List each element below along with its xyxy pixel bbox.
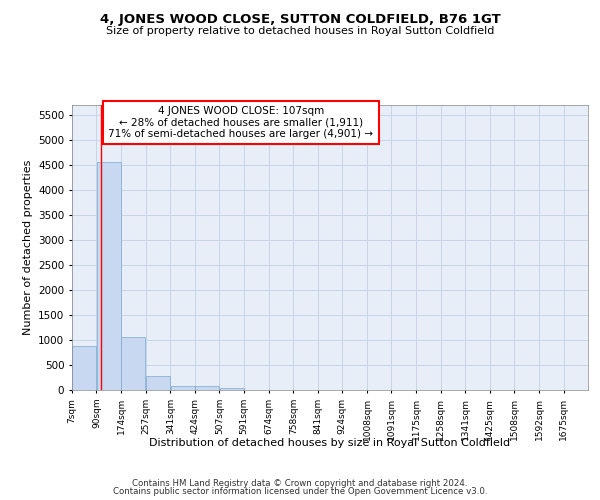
- Text: Size of property relative to detached houses in Royal Sutton Coldfield: Size of property relative to detached ho…: [106, 26, 494, 36]
- Bar: [195, 386, 219, 390]
- Bar: [72, 346, 96, 390]
- Bar: [97, 162, 121, 390]
- Bar: [121, 337, 145, 390]
- Text: Contains public sector information licensed under the Open Government Licence v3: Contains public sector information licen…: [113, 487, 487, 496]
- Text: Distribution of detached houses by size in Royal Sutton Coldfield: Distribution of detached houses by size …: [149, 438, 511, 448]
- Bar: [170, 386, 194, 390]
- Text: Contains HM Land Registry data © Crown copyright and database right 2024.: Contains HM Land Registry data © Crown c…: [132, 478, 468, 488]
- Text: 4 JONES WOOD CLOSE: 107sqm
← 28% of detached houses are smaller (1,911)
71% of s: 4 JONES WOOD CLOSE: 107sqm ← 28% of deta…: [109, 106, 373, 139]
- Text: 4, JONES WOOD CLOSE, SUTTON COLDFIELD, B76 1GT: 4, JONES WOOD CLOSE, SUTTON COLDFIELD, B…: [100, 12, 500, 26]
- Bar: [146, 376, 170, 390]
- Bar: [220, 388, 244, 390]
- Y-axis label: Number of detached properties: Number of detached properties: [23, 160, 32, 335]
